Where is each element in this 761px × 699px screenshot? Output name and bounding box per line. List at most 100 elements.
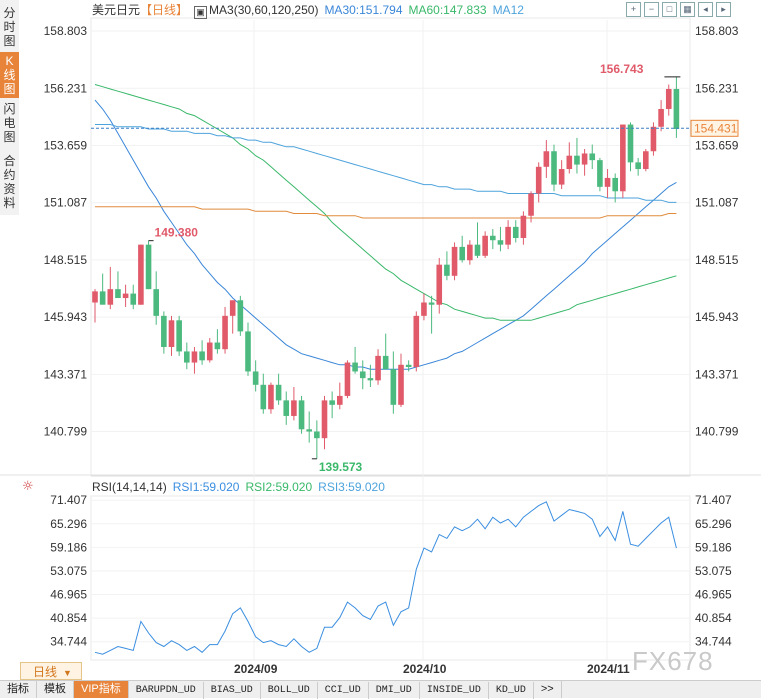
candle-body [130,293,137,305]
candle-body [413,315,420,368]
price-axis-left-label: 148.515 [44,253,88,267]
candle-body [329,400,335,405]
candle-body [352,362,358,372]
chart-area[interactable]: 158.803 158.803 156.231 156.231 153.659 153.6… [0,0,761,680]
candle-body [206,342,213,361]
bottom-tab-4[interactable]: BIAS_UD [204,682,261,699]
chevron-down-icon: ▼ [63,668,72,678]
rsi-axis-right-label: 40.854 [695,611,732,625]
bottom-tab-9[interactable]: KD_UD [489,682,534,699]
candle-body [428,302,435,305]
candle-body [528,193,534,216]
candle-body [252,371,259,385]
zoom-out-icon[interactable]: − [644,2,659,17]
high-annotation: 156.743 [600,62,644,76]
date-label: 2024/10 [403,662,447,676]
candle-body [275,384,282,401]
current-price-value: 154.431 [694,121,738,135]
side-tab-2[interactable]: 闪电图 [3,102,16,144]
candle-body [337,395,343,405]
candle-body [405,364,412,368]
candle-body [505,226,511,245]
ma60-line [94,84,677,321]
fit-icon[interactable]: □ [662,2,677,17]
rsi-axis-left-label: 53.075 [50,564,87,578]
rsi3-value: RSI3:59.020 [318,480,385,494]
candle-body [643,151,649,170]
current-price-tag [690,119,739,137]
rsi-axis-right-label: 65.296 [695,517,732,531]
candle-body [574,155,580,165]
price-axis-right-label: 143.371 [695,367,739,381]
price-axis-right-label: 140.799 [695,425,739,439]
ma120-line [95,124,677,203]
bottom-tab-1[interactable]: 模板 [37,681,74,698]
grid-icon[interactable]: ▦ [680,2,695,17]
candle-body [451,246,458,276]
candle-body [138,244,144,305]
period-selector[interactable]: 日线 ▼ [20,662,82,680]
side-tab-3[interactable]: 合约资料 [3,154,16,210]
bottom-tab-3[interactable]: BARUPDN_UD [129,682,204,699]
bottom-tab-6[interactable]: CCI_UD [318,682,369,699]
bottom-tab-7[interactable]: DMI_UD [369,682,420,699]
date-label: 2024/09 [234,662,278,676]
candle-body [474,244,481,256]
candle-body [153,289,159,316]
zoom-in-icon[interactable]: + [626,2,641,17]
rsi-panel-frame [90,495,691,661]
candle-body [535,166,542,194]
ma-settings-icon[interactable]: ▣ [194,6,208,19]
price-axis-right-label: 153.659 [695,138,739,152]
forward-icon[interactable]: ▸ [716,2,731,17]
candle-body [390,369,397,405]
candle-body [359,371,366,379]
rsi-axis-left-label: 71.407 [50,493,87,507]
price-axis-left-label: 153.659 [44,138,88,152]
candle-body [229,300,236,316]
price-legend: 美元日元【日线】 ▣ MA3(30,60,120,250) MA30:151.794 M… [92,2,530,19]
candle-body [497,240,504,245]
candle-body [612,177,618,192]
candle-body [245,331,251,372]
price-axis-left-label: 151.087 [44,196,88,210]
candle-body [237,300,244,332]
rsi-title: RSI(14,14,14) [92,480,167,494]
period-label: 日线 [33,665,58,679]
candle-body [673,88,680,129]
bottom-tab-10[interactable]: >> [534,681,562,698]
candle-body [581,153,588,165]
rsi-line [94,501,677,655]
candle-body [543,151,550,167]
side-tab-0[interactable]: 分时图 [3,6,16,48]
rsi1-value: RSI1:59.020 [172,480,240,494]
candle-body [589,153,596,161]
symbol-label: 美元日元 [92,3,141,17]
bottom-tab-8[interactable]: INSIDE_UD [420,682,489,699]
candle-body [512,226,519,238]
rsi-axis-right-label: 53.075 [695,564,732,578]
candle-body [145,244,152,290]
candle-body [168,320,175,347]
candle-body [620,124,626,192]
back-icon[interactable]: ◂ [698,2,713,17]
candle-body [214,342,221,350]
ma250-line [95,206,677,219]
bottom-tab-5[interactable]: BOLL_UD [261,682,318,699]
candle-body [107,289,114,305]
candle-body [298,400,305,430]
bottom-tab-2[interactable]: VIP指标 [74,681,129,698]
sun-settings-icon[interactable]: ☼ [22,479,34,494]
price-axis-left-label: 143.371 [44,367,88,381]
mid-high-annotation: 149.380 [155,226,199,240]
price-axis-right-label: 156.231 [695,81,739,95]
candle-body [490,235,496,241]
candle-body [199,351,205,361]
candle-body [627,124,634,163]
rsi-axis-right-label: 46.965 [695,588,732,602]
candle-body [367,378,374,381]
rsi-axis-left-label: 46.965 [50,588,87,602]
bottom-tab-0[interactable]: 指标 [0,681,37,698]
candle-body [321,400,328,439]
